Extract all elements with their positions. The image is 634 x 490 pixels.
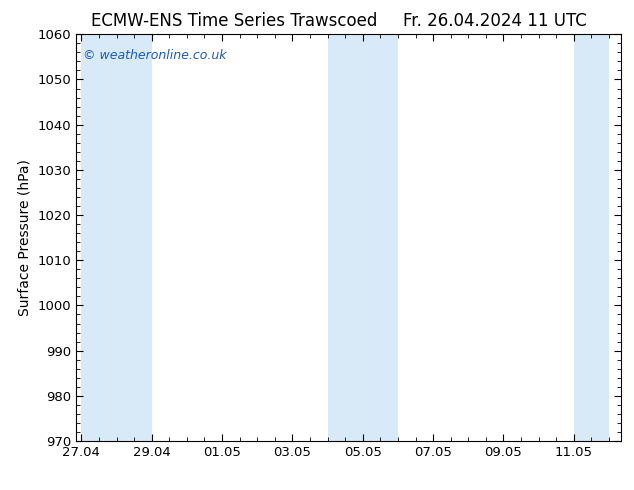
- Text: Fr. 26.04.2024 11 UTC: Fr. 26.04.2024 11 UTC: [403, 12, 586, 30]
- Bar: [574, 34, 609, 441]
- Text: ECMW-ENS Time Series Trawscoed: ECMW-ENS Time Series Trawscoed: [91, 12, 378, 30]
- Bar: [81, 34, 117, 441]
- Text: © weatheronline.co.uk: © weatheronline.co.uk: [82, 49, 226, 62]
- Bar: [117, 34, 152, 441]
- Bar: [363, 34, 398, 441]
- Y-axis label: Surface Pressure (hPa): Surface Pressure (hPa): [18, 159, 32, 316]
- Bar: [328, 34, 363, 441]
